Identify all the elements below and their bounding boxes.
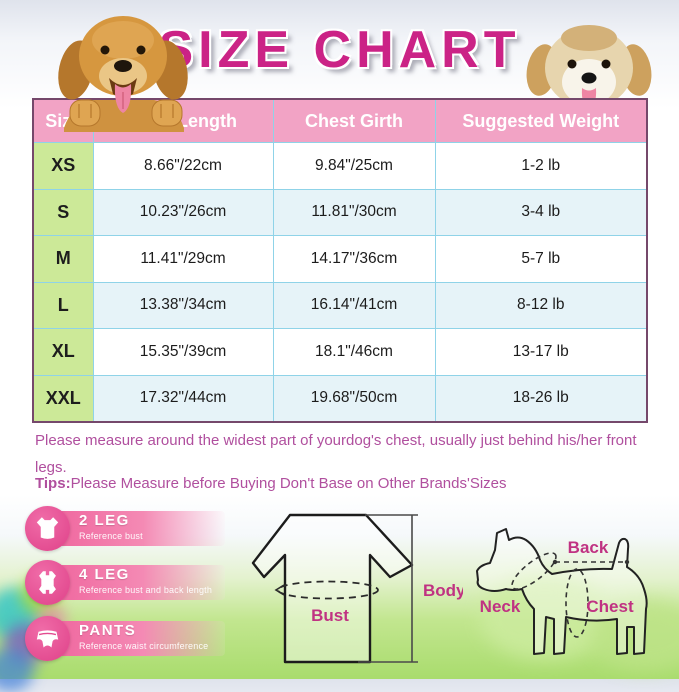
shirt-measure-diagram: Bust Body <box>251 513 463 664</box>
header-cell-chest-girth: Chest Girth <box>272 98 436 143</box>
table-row: XS 8.66"/22cm 9.84"/25cm 1-2 lb <box>32 142 648 190</box>
back-length-cell: 10.23"/26cm <box>92 188 274 236</box>
chest-girth-cell: 14.17"/36cm <box>272 235 436 283</box>
legend-desc: Reference bust <box>79 531 143 541</box>
bust-label: Bust <box>311 606 349 625</box>
tshirt-outline <box>251 513 414 664</box>
two-leg-garment-icon <box>25 506 70 551</box>
size-cell: XS <box>32 142 94 190</box>
body-measure-line <box>358 514 418 663</box>
tips-note: Tips:Please Measure before Buying Don't … <box>35 475 647 492</box>
legend-item-2leg: 2 LEG Reference bust <box>25 506 230 552</box>
table-row: L 13.38"/34cm 16.14"/41cm 8-12 lb <box>32 281 648 329</box>
weight-cell: 13-17 lb <box>434 328 648 376</box>
weight-cell: 8-12 lb <box>434 281 648 329</box>
chest-girth-cell: 16.14"/41cm <box>272 281 436 329</box>
back-length-cell: 13.38"/34cm <box>92 281 274 329</box>
size-cell: XXL <box>32 374 94 422</box>
golden-retriever-photo <box>58 16 188 132</box>
chest-girth-cell: 18.1"/46cm <box>272 328 436 376</box>
weight-cell: 18-26 lb <box>434 374 648 422</box>
legend-label: PANTS <box>79 622 137 639</box>
bust-arrow <box>274 584 285 596</box>
chest-girth-cell: 19.68"/50cm <box>272 374 436 422</box>
table-row: XL 15.35"/39cm 18.1"/46cm 13-17 lb <box>32 328 648 376</box>
legend-item-4leg: 4 LEG Reference bust and back length <box>25 560 230 606</box>
page-title: SIZE CHART <box>158 21 521 79</box>
weight-cell: 5-7 lb <box>434 235 648 283</box>
weight-cell: 1-2 lb <box>434 142 648 190</box>
table-row: XXL 17.32"/44cm 19.68"/50cm 18-26 lb <box>32 374 648 422</box>
legend-banner <box>43 511 225 546</box>
table-row: M 11.41"/29cm 14.17"/36cm 5-7 lb <box>32 235 648 283</box>
weight-cell: 3-4 lb <box>434 188 648 236</box>
tips-text: Please Measure before Buying Don't Base … <box>70 475 507 492</box>
chest-girth-cell: 9.84"/25cm <box>272 142 436 190</box>
tips-label: Tips: <box>35 475 71 492</box>
legend-banner <box>43 565 225 600</box>
legend-desc: Reference bust and back length <box>79 585 213 595</box>
bust-ellipse <box>277 580 379 600</box>
back-line-dot <box>624 559 630 565</box>
size-cell: M <box>32 235 94 283</box>
size-cell: S <box>32 188 94 236</box>
size-cell: L <box>32 281 94 329</box>
legend-item-pants: PANTS Reference waist circumference <box>25 616 230 662</box>
neck-label: Neck <box>480 597 521 616</box>
legend-desc: Reference waist circumference <box>79 641 209 651</box>
back-length-cell: 11.41"/29cm <box>92 235 274 283</box>
measure-note: Please measure around the widest part of… <box>35 432 637 476</box>
back-length-cell: 17.32"/44cm <box>92 374 274 422</box>
table-row: S 10.23"/26cm 11.81"/30cm 3-4 lb <box>32 188 648 236</box>
pants-icon <box>25 616 70 661</box>
dog-outline <box>476 528 648 655</box>
size-chart-table: Size Back Length Chest Girth Suggested W… <box>32 98 648 423</box>
legend-label: 4 LEG <box>79 566 130 583</box>
back-label: Back <box>568 538 609 557</box>
chest-ellipse <box>565 568 589 638</box>
size-cell: XL <box>32 328 94 376</box>
chest-girth-cell: 11.81"/30cm <box>272 188 436 236</box>
chest-label: Chest <box>586 597 634 616</box>
legend-banner <box>43 621 225 656</box>
legend-label: 2 LEG <box>79 512 130 529</box>
neck-ellipse <box>511 552 557 590</box>
four-leg-garment-icon <box>25 560 70 605</box>
header-cell-suggested-weight: Suggested Weight <box>434 98 648 143</box>
body-label: Body <box>423 581 463 600</box>
back-length-cell: 8.66"/22cm <box>92 142 274 190</box>
dog-measure-diagram: Back Neck Chest <box>476 528 648 655</box>
back-length-cell: 15.35"/39cm <box>92 328 274 376</box>
